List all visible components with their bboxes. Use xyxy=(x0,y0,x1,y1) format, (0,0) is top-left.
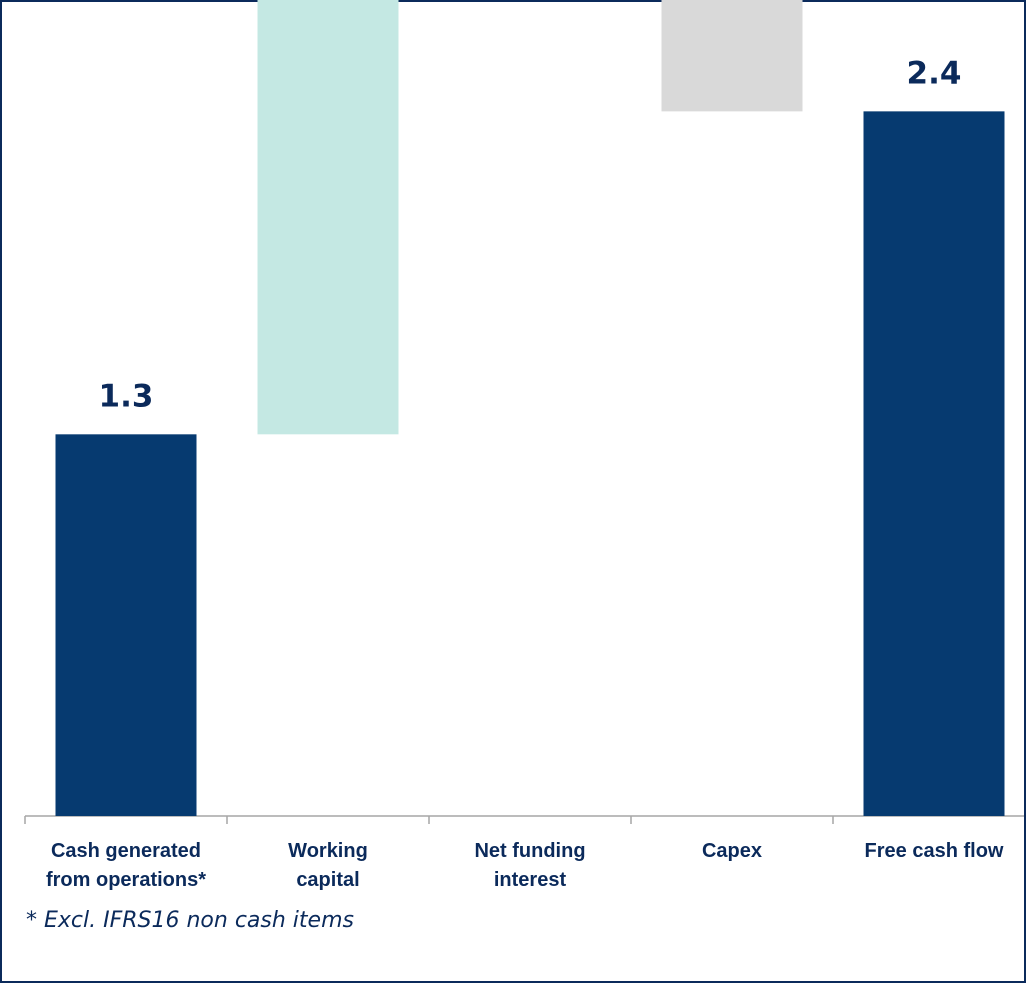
bar-1 xyxy=(55,434,197,816)
category-label-5: Free cash flow xyxy=(865,840,1004,862)
category-label-1: Cash generated from operations* xyxy=(46,840,206,891)
category-label-2: Working capital xyxy=(288,840,368,891)
bar-4 xyxy=(661,0,803,112)
bar-5 xyxy=(863,111,1005,817)
category-label-4: Capex xyxy=(702,840,762,862)
value-label-5: 2.4 xyxy=(907,55,962,91)
bar-2 xyxy=(257,0,399,435)
category-label-3: Net funding interest xyxy=(474,840,585,891)
footnote: * Excl. IFRS16 non cash items xyxy=(26,908,354,933)
value-label-1: 1.3 xyxy=(99,378,154,414)
